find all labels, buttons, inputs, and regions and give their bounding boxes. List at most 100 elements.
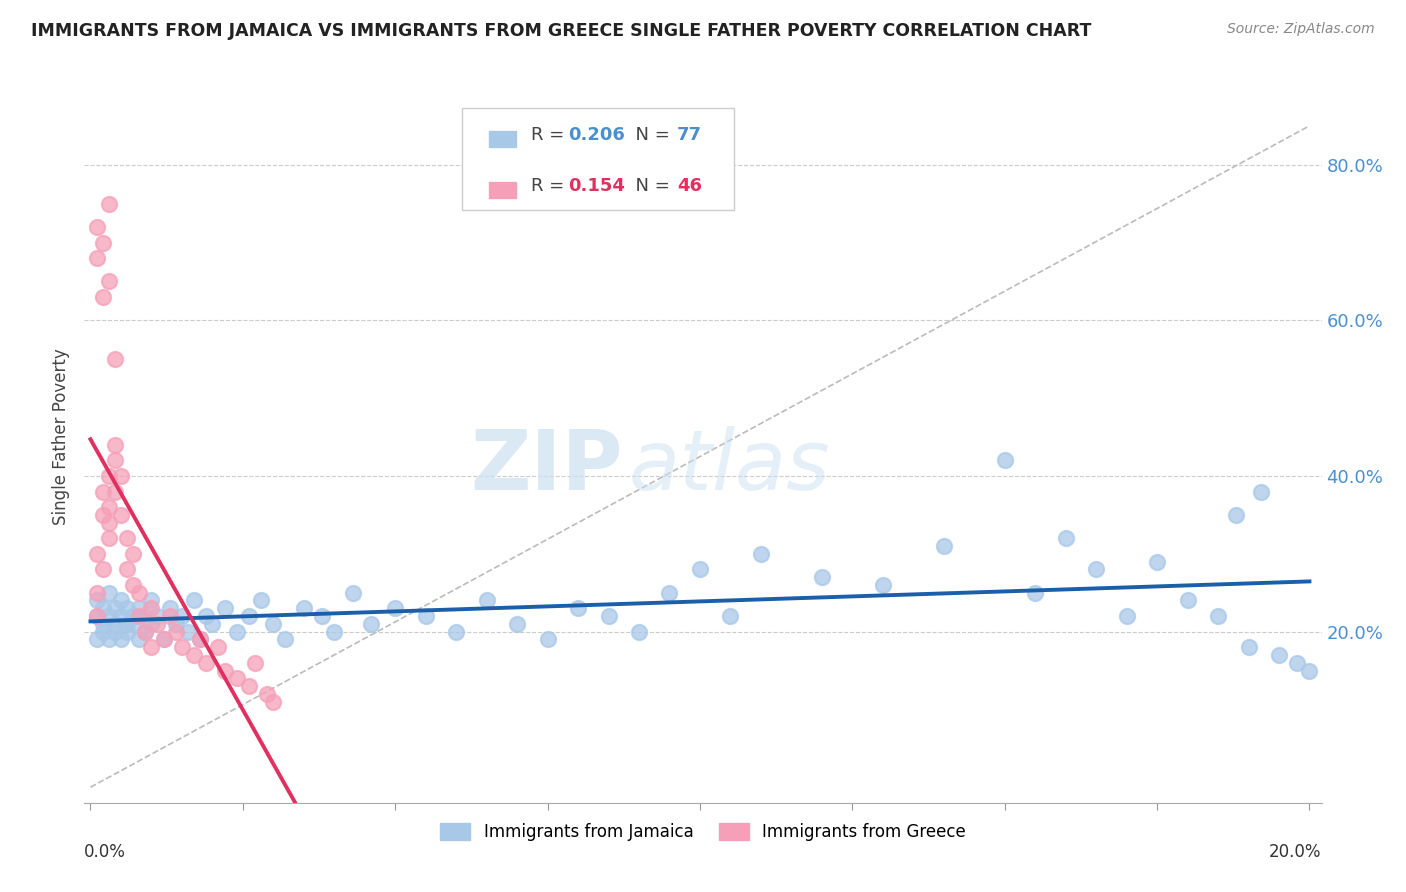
Point xyxy=(159,601,181,615)
Point xyxy=(134,624,156,639)
Point xyxy=(506,616,529,631)
Point xyxy=(86,219,108,234)
Point xyxy=(932,539,955,553)
Point xyxy=(567,601,589,615)
Point xyxy=(104,624,127,639)
Point xyxy=(110,609,132,624)
Point xyxy=(165,616,187,631)
Point xyxy=(128,601,150,615)
Point xyxy=(152,632,174,647)
Point xyxy=(598,609,620,624)
Point xyxy=(195,609,218,624)
Point xyxy=(152,632,174,647)
Point xyxy=(86,609,108,624)
Point xyxy=(1250,484,1272,499)
Point xyxy=(195,656,218,670)
Point xyxy=(811,570,834,584)
Y-axis label: Single Father Poverty: Single Father Poverty xyxy=(52,349,70,525)
Point xyxy=(91,484,114,499)
Point xyxy=(689,562,711,576)
Point xyxy=(384,601,406,615)
Text: R =: R = xyxy=(531,178,569,195)
Point xyxy=(86,251,108,265)
Point xyxy=(97,469,120,483)
Point xyxy=(658,585,681,599)
Point xyxy=(444,624,467,639)
Point xyxy=(128,609,150,624)
FancyBboxPatch shape xyxy=(489,130,516,146)
Point xyxy=(475,593,498,607)
Point xyxy=(128,632,150,647)
Point xyxy=(91,601,114,615)
Point xyxy=(274,632,297,647)
Text: 77: 77 xyxy=(678,126,702,144)
Point xyxy=(201,616,224,631)
Point xyxy=(141,601,163,615)
Point xyxy=(104,484,127,499)
Point xyxy=(110,508,132,522)
Point xyxy=(86,593,108,607)
Point xyxy=(256,687,278,701)
Point xyxy=(141,616,163,631)
Point xyxy=(170,609,193,624)
Point xyxy=(115,601,138,615)
Point xyxy=(165,624,187,639)
Text: N =: N = xyxy=(624,126,675,144)
Point xyxy=(86,547,108,561)
Point xyxy=(115,562,138,576)
Point xyxy=(214,664,236,678)
Point xyxy=(250,593,273,607)
Point xyxy=(146,616,169,631)
Point xyxy=(1268,648,1291,662)
Point xyxy=(1115,609,1137,624)
Point xyxy=(342,585,364,599)
Point xyxy=(115,616,138,631)
FancyBboxPatch shape xyxy=(489,182,516,198)
Point xyxy=(104,601,127,615)
Text: 0.206: 0.206 xyxy=(568,126,626,144)
Point xyxy=(1206,609,1229,624)
Point xyxy=(262,616,284,631)
Point xyxy=(97,632,120,647)
Point xyxy=(415,609,437,624)
Point xyxy=(134,624,156,639)
Point xyxy=(1024,585,1046,599)
Point xyxy=(97,516,120,530)
Point xyxy=(1054,531,1077,545)
Point xyxy=(122,578,145,592)
Point xyxy=(104,453,127,467)
Text: ZIP: ZIP xyxy=(470,425,623,507)
Point xyxy=(183,593,205,607)
Point xyxy=(110,469,132,483)
Point xyxy=(1298,664,1320,678)
Point xyxy=(86,632,108,647)
Point xyxy=(1177,593,1199,607)
Point xyxy=(86,585,108,599)
Point xyxy=(122,547,145,561)
Point xyxy=(749,547,772,561)
Point xyxy=(104,438,127,452)
Legend: Immigrants from Jamaica, Immigrants from Greece: Immigrants from Jamaica, Immigrants from… xyxy=(432,814,974,849)
Point xyxy=(262,695,284,709)
Point xyxy=(110,593,132,607)
Point xyxy=(86,609,108,624)
Point xyxy=(115,624,138,639)
Point xyxy=(97,609,120,624)
Point xyxy=(110,632,132,647)
Point xyxy=(97,275,120,289)
Point xyxy=(91,290,114,304)
Point xyxy=(627,624,650,639)
Point xyxy=(91,616,114,631)
Point xyxy=(128,585,150,599)
Text: 46: 46 xyxy=(678,178,702,195)
Point xyxy=(323,624,346,639)
Point xyxy=(183,648,205,662)
Text: 0.0%: 0.0% xyxy=(84,843,127,861)
Point xyxy=(141,593,163,607)
Point xyxy=(97,531,120,545)
Text: 0.154: 0.154 xyxy=(568,178,626,195)
Text: atlas: atlas xyxy=(628,425,831,507)
Point xyxy=(91,235,114,250)
Point xyxy=(292,601,315,615)
Point xyxy=(134,609,156,624)
